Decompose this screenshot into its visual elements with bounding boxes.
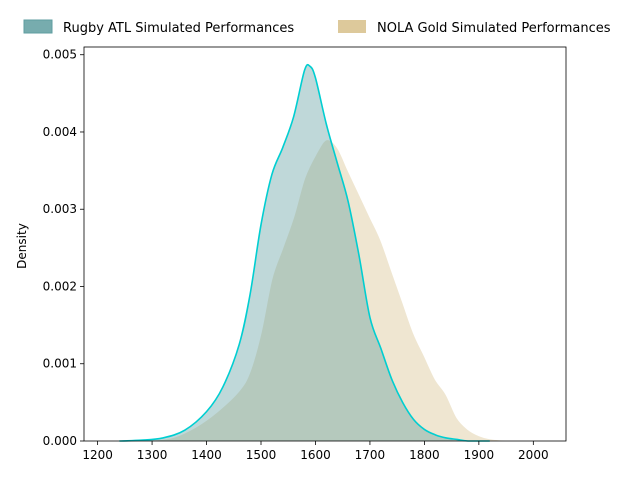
legend-swatch-nola-gold bbox=[338, 20, 366, 33]
x-tick-label: 1400 bbox=[191, 448, 222, 462]
plot-frame bbox=[83, 46, 567, 442]
legend-swatch-rugby-atl bbox=[23, 19, 53, 34]
y-tick-label: 0.005 bbox=[43, 48, 77, 62]
x-tick-label: 1500 bbox=[246, 448, 277, 462]
x-tick-label: 1600 bbox=[300, 448, 331, 462]
x-tick-label: 1900 bbox=[464, 448, 495, 462]
x-tick-label: 1300 bbox=[137, 448, 168, 462]
x-tick-label: 2000 bbox=[518, 448, 549, 462]
x-tick-label: 1800 bbox=[409, 448, 440, 462]
plot-area bbox=[119, 63, 512, 442]
y-tick-label: 0.001 bbox=[43, 357, 77, 371]
x-tick-label: 1200 bbox=[82, 448, 113, 462]
density-area-rugby-atl bbox=[119, 64, 490, 442]
y-tick-label: 0.002 bbox=[43, 279, 77, 293]
density-line-nola-gold bbox=[130, 138, 512, 442]
y-tick-label: 0.004 bbox=[43, 125, 77, 139]
legend-label-nola-gold: NOLA Gold Simulated Performances bbox=[377, 21, 611, 36]
density-line-rugby-atl bbox=[119, 63, 490, 442]
axes: 1200 1300 1400 1500 1600 1700 1800 1900 2000 0.00… bbox=[43, 46, 567, 462]
y-tick-label: 0.000 bbox=[43, 434, 77, 448]
density-area-nola-gold bbox=[130, 139, 512, 442]
y-tick-label: 0.003 bbox=[43, 202, 77, 216]
y-axis-label: Density bbox=[15, 223, 29, 269]
legend: Rugby ATL Simulated Performances NOLA Go… bbox=[23, 19, 611, 36]
x-tick-label: 1700 bbox=[355, 448, 386, 462]
legend-label-rugby-atl: Rugby ATL Simulated Performances bbox=[63, 21, 294, 36]
